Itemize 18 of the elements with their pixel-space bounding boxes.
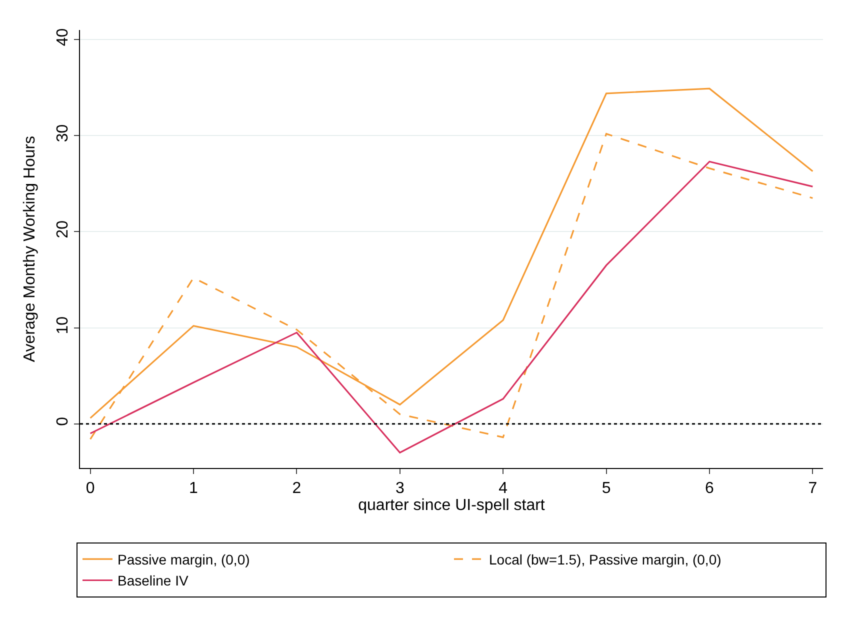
x-tick-label: 4 <box>498 480 508 498</box>
y-tick-label: 20 <box>54 220 72 238</box>
y-axis-title: Average Monthy Working Hours <box>22 136 38 362</box>
x-tick-label: 3 <box>395 480 404 498</box>
legend-label: Baseline IV <box>118 572 189 589</box>
x-tick-label: 7 <box>808 480 818 498</box>
x-tick-label: 2 <box>292 480 302 498</box>
y-tick-label: 0 <box>54 416 72 426</box>
x-tick-label: 1 <box>189 480 198 498</box>
x-tick-label: 6 <box>705 480 714 498</box>
y-tick-label: 10 <box>54 316 72 334</box>
y-tick-label: 40 <box>54 28 72 46</box>
x-tick-label: 0 <box>86 480 95 498</box>
y-tick-label: 30 <box>54 124 72 142</box>
legend-label: Passive margin, (0,0) <box>118 552 250 568</box>
x-axis-title: quarter since UI-spell start <box>358 497 546 514</box>
legend-label: Local (bw=1.5), Passive margin, (0,0) <box>489 552 722 568</box>
x-tick-label: 5 <box>602 480 611 498</box>
